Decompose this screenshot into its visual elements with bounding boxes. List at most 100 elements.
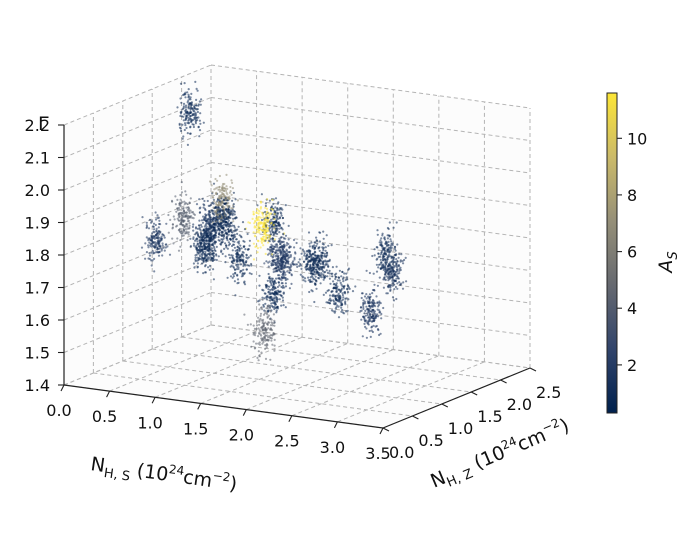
scatter-point — [145, 221, 148, 224]
scatter-point — [278, 239, 281, 243]
scatter-point — [229, 229, 232, 232]
scatter-point — [274, 227, 277, 230]
scatter-point — [276, 222, 279, 225]
scatter-point — [221, 187, 224, 190]
scatter-point — [277, 281, 280, 284]
scatter-point — [306, 256, 309, 259]
scatter-point — [266, 279, 269, 282]
scatter-point — [388, 268, 391, 271]
scatter-point — [395, 262, 398, 265]
scatter-point — [227, 219, 230, 222]
scatter-point — [192, 242, 196, 245]
scatter-point — [309, 272, 312, 275]
scatter-point — [391, 284, 394, 287]
scatter-point — [237, 242, 240, 245]
scatter-point — [182, 234, 185, 237]
scatter-point — [178, 202, 181, 205]
scatter-point — [281, 282, 284, 285]
scatter-point — [373, 288, 376, 292]
scatter-point — [287, 242, 290, 246]
scatter-point — [372, 304, 375, 307]
scatter-point — [229, 275, 233, 278]
scatter-point — [325, 262, 328, 265]
scatter-point — [212, 217, 215, 221]
scatter-point — [190, 120, 193, 123]
scatter-point — [291, 262, 294, 266]
scatter-point — [279, 262, 282, 265]
scatter-point — [313, 271, 316, 274]
scatter-point — [157, 226, 160, 229]
scatter-point — [272, 261, 275, 264]
scatter-point — [183, 203, 186, 206]
scatter-point — [379, 332, 382, 335]
scatter-point — [209, 240, 212, 243]
scatter-point — [262, 341, 265, 344]
scatter-point — [243, 272, 246, 275]
scatter-point — [387, 286, 390, 289]
scatter-point — [284, 285, 288, 288]
z-tick-label: 1.9 — [25, 214, 50, 233]
scatter-point — [188, 224, 191, 227]
scatter-point — [155, 241, 158, 244]
point-cluster — [176, 80, 205, 146]
scatter-point — [286, 260, 289, 263]
scatter-point — [341, 292, 344, 295]
scatter-point — [270, 264, 273, 267]
gridline-side-z — [63, 97, 212, 158]
scatter-point — [286, 257, 289, 261]
scatter-point — [192, 237, 195, 240]
scatter-point — [266, 198, 269, 201]
scatter-point — [318, 267, 321, 270]
scatter-point — [220, 222, 223, 225]
scatter-point — [242, 264, 245, 268]
scatter-point — [272, 247, 275, 250]
scatter-point — [190, 101, 193, 104]
scatter-point — [210, 184, 213, 187]
gridline-back-z — [210, 162, 531, 206]
scatter-point — [266, 248, 269, 251]
scatter-point — [329, 297, 332, 300]
scatter-point — [364, 325, 367, 328]
scatter-point — [378, 276, 381, 279]
axis-panes — [64, 65, 530, 428]
scatter-point — [150, 234, 153, 237]
scatter-point — [379, 258, 382, 261]
scatter-point — [179, 114, 182, 118]
scatter-point — [382, 286, 385, 289]
scatter-point — [271, 322, 274, 325]
scatter-point — [337, 316, 341, 319]
scatter-point — [302, 250, 305, 253]
scatter-point — [233, 233, 236, 236]
scatter-point — [273, 238, 276, 241]
scatter-point — [198, 135, 201, 138]
scatter-point — [153, 235, 156, 238]
scatter-point — [217, 203, 220, 206]
scatter-point — [223, 211, 226, 214]
scatter-point — [246, 264, 249, 267]
scatter-point — [182, 228, 185, 231]
scatter-point — [340, 302, 343, 305]
scatter-point — [309, 260, 312, 263]
scatter-point — [363, 317, 366, 320]
scatter-point — [262, 303, 265, 307]
scatter-point — [209, 228, 212, 231]
scatter-point — [283, 245, 286, 248]
scatter-point — [231, 199, 234, 202]
scatter-point — [389, 285, 392, 288]
scatter-point — [373, 283, 376, 286]
scatter-point — [385, 259, 388, 262]
scatter-point — [311, 276, 314, 279]
scatter-point — [341, 294, 344, 297]
scatter-point — [153, 231, 156, 234]
scatter-point — [217, 201, 220, 205]
scatter-point — [211, 209, 214, 212]
scatter-point — [189, 132, 192, 135]
scatter-point — [259, 200, 262, 203]
scatter-point — [272, 268, 275, 271]
scatter-point — [269, 246, 272, 249]
scatter-point — [208, 268, 211, 271]
scatter-point — [280, 212, 283, 215]
scatter-point — [235, 255, 238, 258]
x-tick-mark — [242, 409, 247, 416]
scatter-point — [229, 222, 232, 225]
